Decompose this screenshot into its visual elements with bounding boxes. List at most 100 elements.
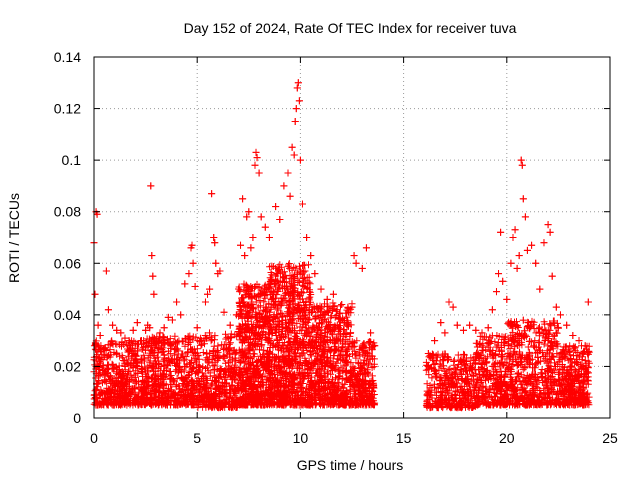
data-point [350,252,358,260]
data-point [584,298,592,306]
data-point [552,303,560,311]
data-point [181,280,189,288]
data-point [129,326,137,334]
data-point [125,337,133,345]
data-point [466,321,474,329]
data-point [210,234,218,241]
data-point [311,270,319,278]
y-tick-label: 0 [73,410,81,426]
data-point [575,337,583,345]
data-point [121,334,129,342]
y-tick-label: 0.08 [54,204,81,220]
data-point [523,246,531,254]
data-point [431,337,439,345]
data-point [197,337,205,345]
data-point [102,267,110,275]
y-tick-label: 0.12 [54,101,81,117]
data-point [294,79,302,87]
data-point [164,313,172,321]
data-point [168,316,176,324]
data-point [189,259,197,267]
data-point [511,226,519,234]
data-point [104,306,112,314]
data-point [307,252,315,260]
data-point [323,295,331,303]
data-point [220,308,228,316]
data-point [245,208,253,216]
data-point [497,228,505,236]
data-point [160,324,168,332]
data-point [272,203,280,211]
data-point [255,169,263,177]
data-point [303,234,311,241]
y-tick-label: 0.04 [54,307,81,323]
data-point [296,156,304,164]
axis-ticks [93,56,611,419]
data-point [540,239,548,247]
data-point [453,321,461,329]
data-point [449,303,457,311]
plot-frame [93,56,611,419]
data-point [148,252,156,260]
data-point [532,259,540,267]
data-point [253,154,261,162]
data-point [177,311,185,319]
data-point [247,244,255,252]
data-point [100,344,108,352]
x-tick-label: 0 [90,430,98,446]
data-point [265,234,273,241]
data-point [518,161,526,169]
data-point [544,221,552,229]
data-point [581,342,589,350]
data-point [295,97,303,105]
data-point [517,156,525,164]
data-point [548,272,556,280]
x-tick-label: 5 [193,430,201,446]
data-point [216,267,224,275]
data-point [367,329,375,337]
data-point [142,326,150,334]
data-point [293,84,301,92]
data-point [362,244,370,252]
data-point [243,213,251,221]
y-axis-label: ROTI / TECUs [6,193,22,283]
data-point [113,326,121,334]
data-point [211,239,219,247]
data-point [149,272,157,280]
chart-title: Day 152 of 2024, Rate Of TEC Index for r… [184,20,517,36]
data-point [507,259,515,267]
data-point [208,190,216,198]
data-point [515,252,523,260]
data-point [437,319,445,327]
data-point [204,290,212,298]
data-point [152,339,160,347]
data-point [226,321,234,329]
data-point [237,241,245,249]
data-point [292,105,300,113]
data-point [298,200,306,208]
data-point [563,321,571,329]
data-point [239,195,247,203]
data-point [513,264,521,272]
data-point [146,324,154,332]
data-point [257,213,265,221]
data-point [499,277,507,285]
y-tick-label: 0.02 [54,358,81,374]
x-tick-label: 15 [396,430,412,446]
data-point [445,298,453,306]
data-point [478,329,486,337]
data-point [495,270,503,278]
y-tick-labels: 0 0.02 0.04 0.06 0.08 0.1 0.12 0.14 [54,49,81,426]
data-point [94,321,102,329]
x-tick-label: 10 [293,430,309,446]
data-point [519,195,527,203]
data-point [133,319,141,327]
data-point [536,285,544,293]
data-point [109,321,117,329]
data-point [137,337,145,345]
data-point [569,331,577,339]
data-point [286,192,294,200]
data-point [521,213,529,221]
x-axis-label: GPS time / hours [297,457,404,473]
